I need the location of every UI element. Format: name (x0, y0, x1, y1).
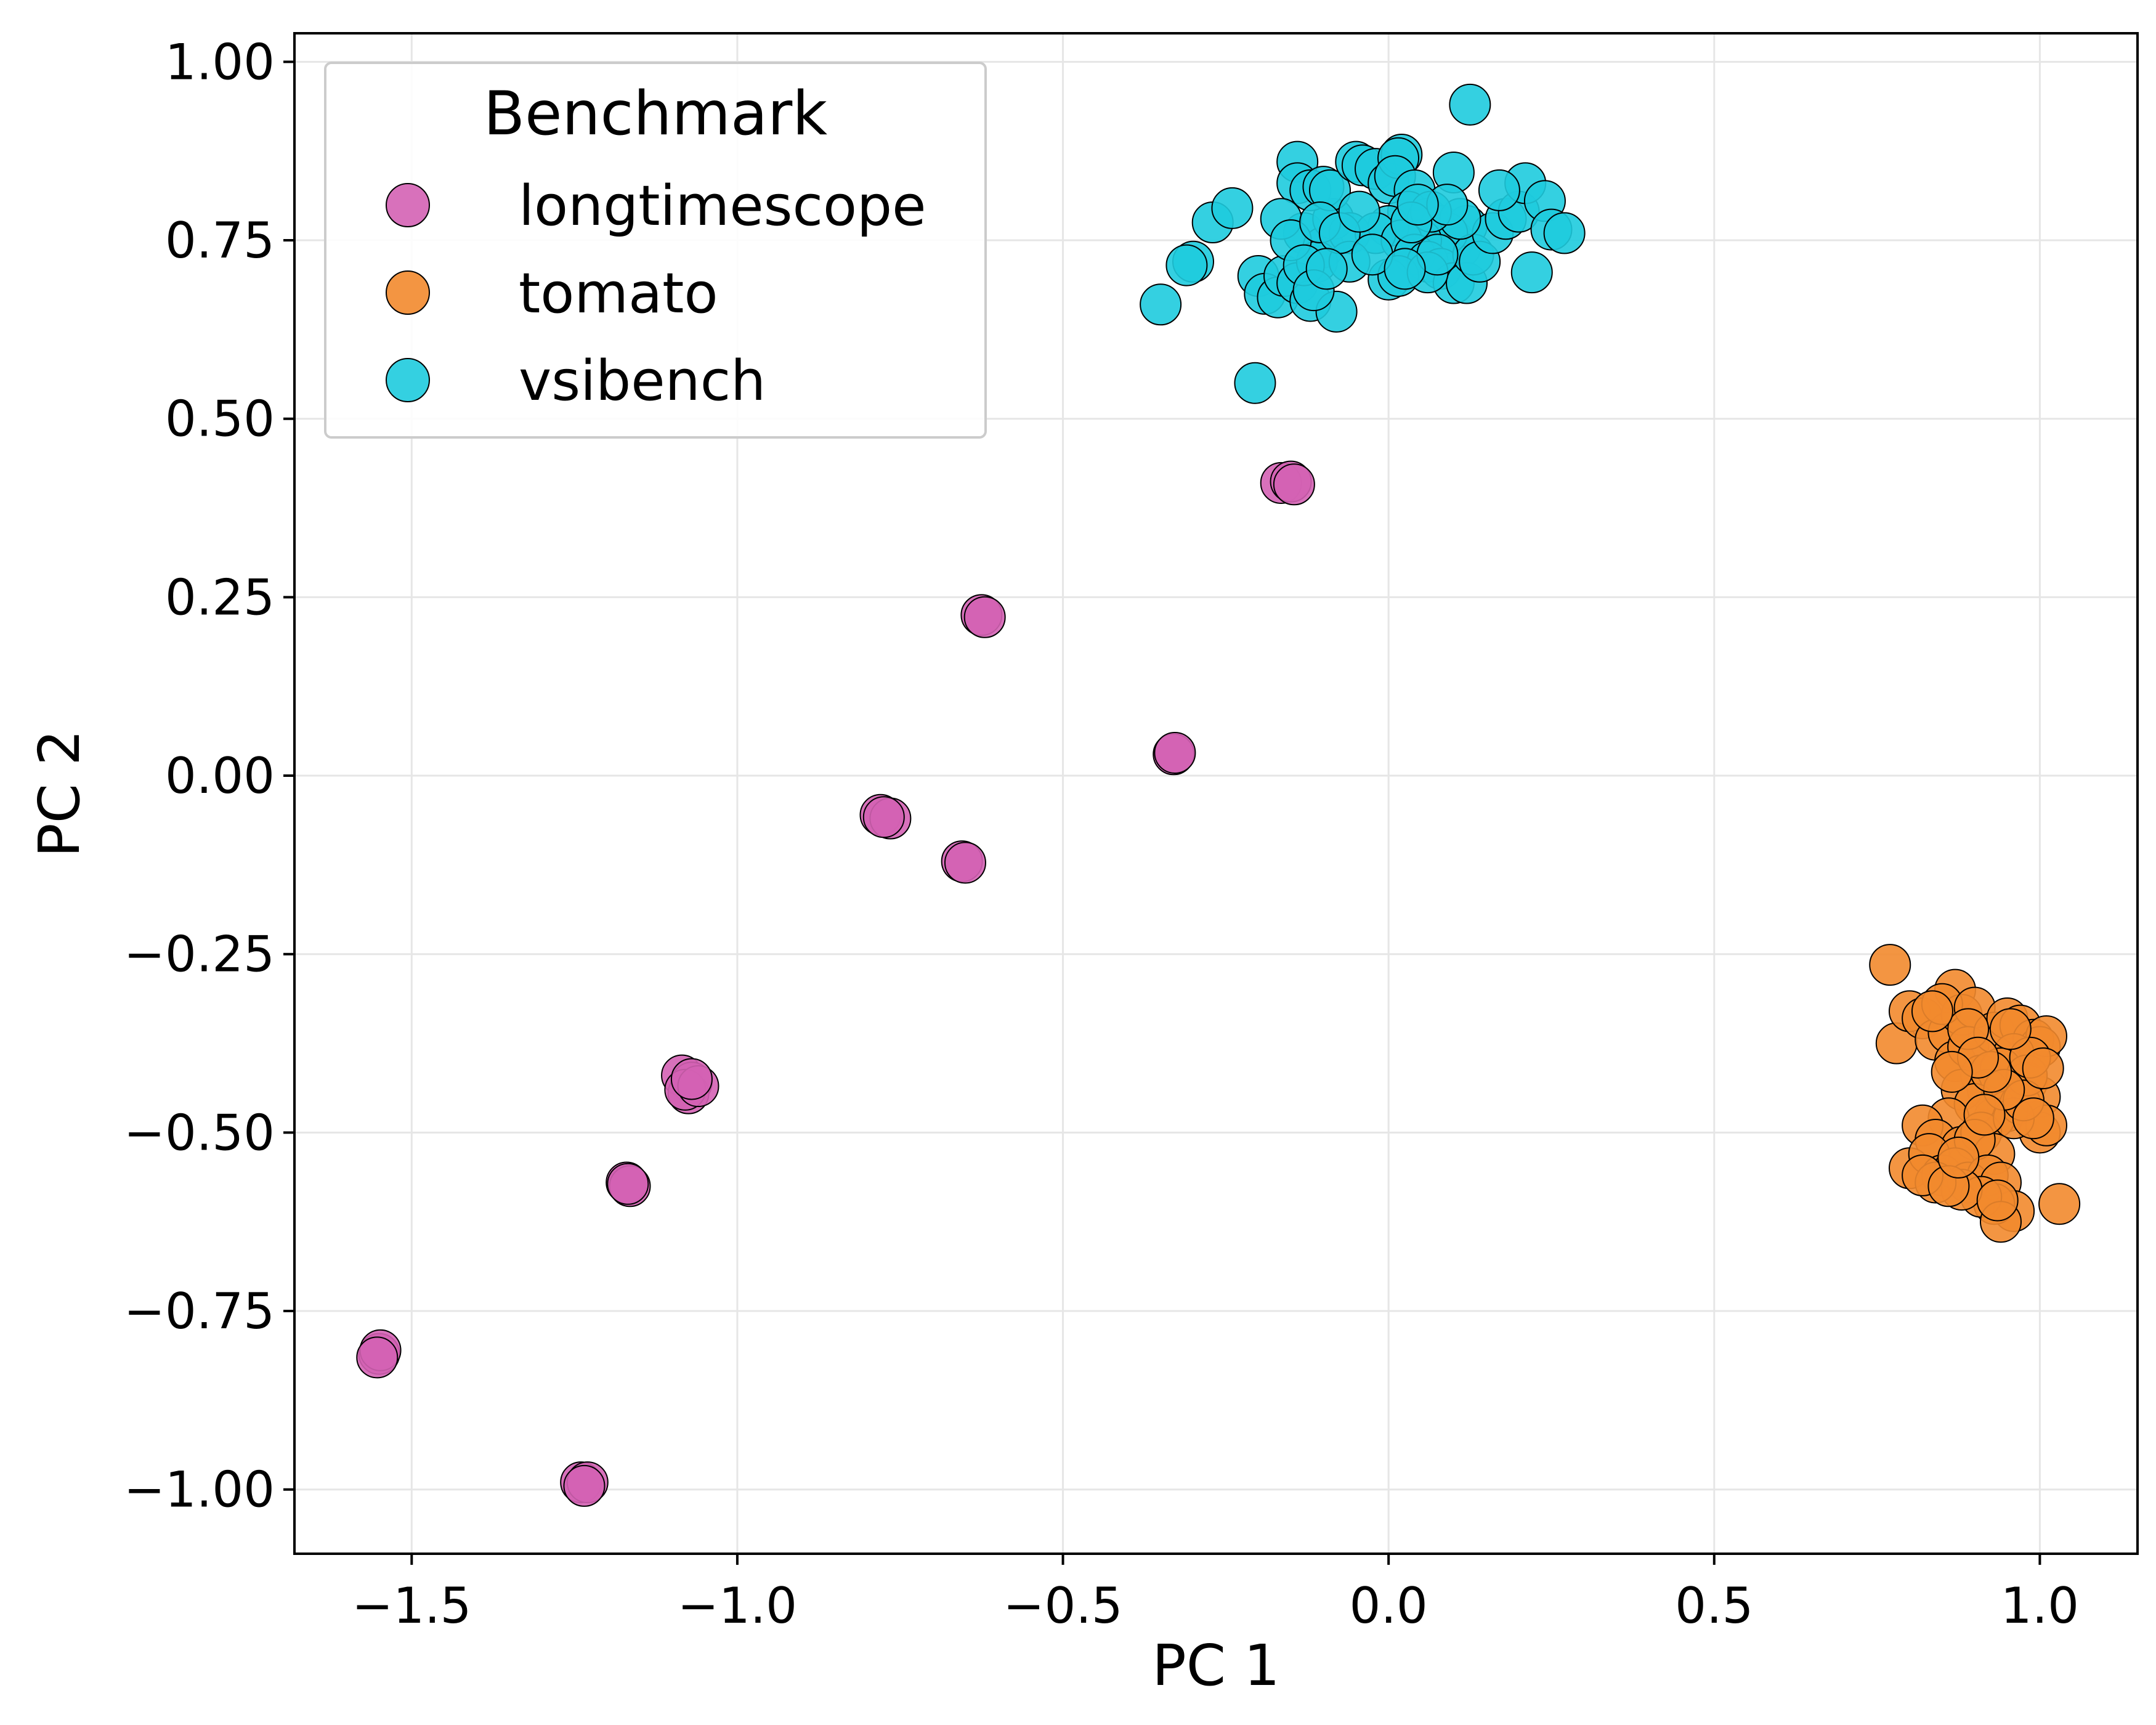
data-point (862, 796, 905, 838)
x-tick-label: 0.5 (1675, 1577, 1753, 1634)
x-tick-label: 1.0 (2001, 1577, 2079, 1634)
data-point (1911, 990, 1953, 1033)
y-tick-label: 0.00 (165, 747, 275, 805)
y-tick-label: −1.00 (124, 1461, 275, 1519)
data-point (1963, 1094, 2006, 1136)
data-point (1931, 1050, 1973, 1093)
grid-lines (294, 33, 2138, 1554)
legend-title: Benchmark (484, 79, 827, 149)
x-tick-label: 0.0 (1350, 1577, 1428, 1634)
y-tick-label: 0.25 (165, 569, 275, 626)
x-tick-label: −0.5 (1003, 1577, 1122, 1634)
data-point (1869, 944, 1911, 986)
data-point (670, 1058, 713, 1100)
data-point (1543, 212, 1586, 254)
data-point (607, 1163, 649, 1205)
axis-ticks: −1.5 −1.0 −0.5 0.0 0.5 1.0 1.00 0.75 0.50 0.25 0.0… (124, 33, 2079, 1634)
series-tomato (1869, 944, 2081, 1243)
legend-marker (386, 270, 430, 315)
data-point (1937, 1136, 1980, 1179)
legend-label: longtimescope (519, 174, 926, 238)
legend-label: vsibench (519, 349, 766, 413)
legend-box (324, 62, 987, 439)
y-tick-label: 0.75 (165, 212, 275, 269)
y-tick-label: 0.50 (165, 391, 275, 448)
legend-marker (386, 183, 430, 227)
x-axis-label: PC 1 (1152, 1633, 1280, 1699)
data-point (1140, 283, 1182, 326)
data-point (1384, 248, 1426, 290)
data-point (1211, 187, 1254, 229)
data-point (1154, 731, 1196, 774)
y-tick-label: −0.25 (124, 926, 275, 983)
data-point (1165, 244, 1208, 286)
x-tick-label: −1.5 (352, 1577, 471, 1634)
data-point (944, 842, 986, 884)
legend-item-vsibench: vsibench (386, 349, 766, 413)
data-point (563, 1464, 606, 1507)
legend: Benchmark longtimescope tomato vsibench (324, 62, 987, 439)
data-point (2038, 1183, 2081, 1225)
y-tick-label: 1.00 (165, 33, 275, 91)
data-points (356, 83, 2081, 1507)
legend-item-tomato: tomato (386, 261, 718, 326)
y-tick-label: −0.50 (124, 1104, 275, 1161)
data-point (1338, 190, 1380, 233)
plot-frame (293, 32, 2139, 1555)
legend-marker (386, 358, 430, 402)
series-vsibench (1140, 83, 1586, 404)
legend-items: longtimescope tomato vsibench (386, 174, 926, 413)
x-tick-label: −1.0 (678, 1577, 797, 1634)
data-point (963, 596, 1006, 638)
legend-label: tomato (519, 261, 718, 326)
data-point (1989, 1008, 2032, 1050)
data-point (1449, 83, 1491, 126)
data-point (1478, 169, 1520, 211)
data-point (1976, 1179, 2019, 1222)
y-tick-label: −0.75 (124, 1283, 275, 1340)
data-point (1396, 184, 1439, 226)
data-point (1234, 362, 1276, 404)
data-point (1305, 248, 1348, 290)
data-point (1273, 463, 1315, 506)
y-axis-label: PC 2 (26, 729, 92, 858)
legend-item-longtimescope: longtimescope (386, 174, 926, 238)
series-longtimescope (356, 460, 1315, 1507)
data-point (1510, 251, 1553, 294)
data-point (2022, 1047, 2064, 1090)
data-point (356, 1336, 399, 1379)
data-point (2012, 1097, 2054, 1140)
